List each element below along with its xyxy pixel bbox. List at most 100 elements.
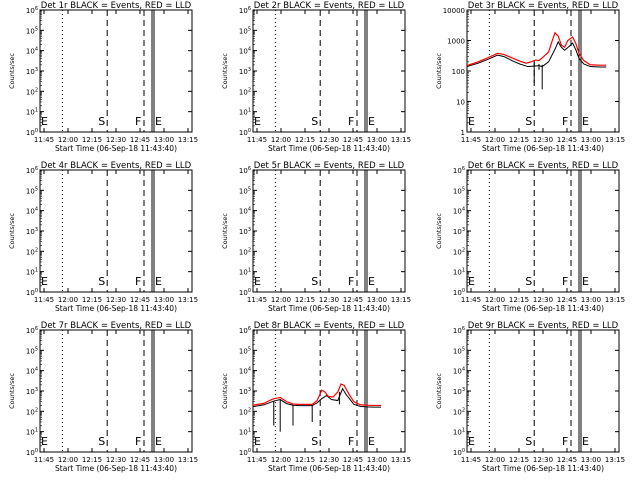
y-axis-label: Counts/sec: [221, 53, 229, 89]
x-tick-label: 11:45: [34, 296, 54, 304]
marker-label: E: [582, 435, 589, 448]
panel-det-8: Det 8r BLACK = Events, RED = LLD 100 101 10…: [221, 321, 411, 473]
x-tick-label: 13:15: [178, 296, 198, 304]
x-tick-label: 12:00: [58, 456, 78, 464]
x-tick-label: 12:15: [82, 456, 102, 464]
marker-label: F: [348, 435, 354, 448]
y-tick-label: 100: [452, 68, 465, 76]
x-axis-label: Start Time (06-Sep-18 11:43:40): [482, 304, 604, 313]
x-tick-label: 13:15: [605, 456, 625, 464]
y-tick-label: 101: [239, 428, 251, 437]
y-tick-label: 102: [26, 87, 38, 96]
x-tick-label: 12:00: [485, 296, 505, 304]
y-tick-label: 104: [26, 207, 38, 216]
marker-label: S: [98, 275, 105, 288]
x-tick-label: 12:30: [533, 136, 553, 144]
x-tick-label: 12:00: [58, 136, 78, 144]
marker-label: F: [562, 115, 568, 128]
panel-title: Det 6r BLACK = Events, RED = LLD: [468, 161, 619, 171]
panel-det-7: Det 7r BLACK = Events, RED = LLD 100 101 10…: [8, 321, 198, 473]
x-tick-label: 13:00: [154, 456, 174, 464]
y-tick-label: 106: [239, 326, 251, 335]
x-tick-label: 11:45: [461, 456, 481, 464]
marker-label: S: [525, 115, 532, 128]
marker-label: E: [582, 275, 589, 288]
y-tick-label: 103: [453, 227, 465, 236]
x-tick-label: 12:00: [271, 136, 291, 144]
y-tick-label: 1000: [447, 38, 465, 46]
x-tick-label: 12:45: [343, 136, 363, 144]
marker-label: E: [368, 435, 375, 448]
x-tick-label: 13:15: [178, 136, 198, 144]
y-tick-label: 106: [239, 6, 251, 15]
y-tick-label: 100: [239, 128, 251, 137]
y-tick-label: 1: [461, 129, 465, 137]
y-tick-label: 103: [26, 227, 38, 236]
y-tick-label: 103: [239, 67, 251, 76]
y-tick-label: 106: [26, 326, 38, 335]
x-tick-label: 12:45: [343, 456, 363, 464]
marker-label: E: [468, 435, 475, 448]
y-tick-label: 100: [239, 288, 251, 297]
x-tick-label: 13:15: [391, 296, 411, 304]
marker-label: E: [254, 115, 261, 128]
x-tick-label: 13:00: [154, 136, 174, 144]
series-lld-line: [466, 31, 607, 67]
x-tick-label: 12:45: [130, 456, 150, 464]
y-tick-label: 104: [26, 47, 38, 56]
y-axis-label: Counts/sec: [221, 213, 229, 249]
x-tick-label: 12:30: [319, 296, 339, 304]
marker-label: S: [525, 435, 532, 448]
y-tick-label: 105: [26, 346, 38, 355]
x-tick-label: 11:45: [247, 136, 267, 144]
y-tick-label: 100: [453, 448, 465, 457]
marker-label: S: [311, 275, 318, 288]
marker-label: E: [155, 435, 162, 448]
x-tick-label: 13:00: [581, 456, 601, 464]
y-tick-label: 100: [26, 288, 38, 297]
x-tick-label: 13:00: [581, 136, 601, 144]
x-tick-label: 13:00: [367, 296, 387, 304]
y-tick-label: 105: [453, 346, 465, 355]
x-tick-label: 12:30: [106, 296, 126, 304]
y-axis-label: Counts/sec: [435, 53, 443, 89]
y-tick-label: 102: [239, 87, 251, 96]
series-events-line: [252, 387, 381, 408]
panel-title: Det 5r BLACK = Events, RED = LLD: [254, 161, 405, 171]
y-tick-label: 10000: [443, 7, 465, 15]
y-axis-label: Counts/sec: [221, 373, 229, 409]
x-axis-label: Start Time (06-Sep-18 11:43:40): [482, 464, 604, 473]
y-tick-label: 101: [26, 428, 38, 437]
marker-label: E: [41, 275, 48, 288]
y-axis-label: Counts/sec: [8, 373, 16, 409]
panel-title: Det 8r BLACK = Events, RED = LLD: [254, 321, 405, 331]
y-tick-label: 105: [239, 346, 251, 355]
y-tick-label: 106: [239, 166, 251, 175]
x-tick-label: 13:15: [391, 136, 411, 144]
x-tick-label: 11:45: [34, 136, 54, 144]
marker-label: F: [135, 275, 141, 288]
x-tick-label: 12:30: [533, 296, 553, 304]
x-tick-label: 12:00: [485, 136, 505, 144]
panel-title: Det 1r BLACK = Events, RED = LLD: [41, 1, 192, 11]
x-tick-label: 13:00: [581, 296, 601, 304]
x-tick-label: 12:30: [106, 136, 126, 144]
marker-label: E: [41, 435, 48, 448]
x-tick-label: 12:45: [130, 296, 150, 304]
x-tick-label: 13:15: [605, 296, 625, 304]
y-tick-label: 105: [239, 186, 251, 195]
x-tick-label: 12:30: [106, 456, 126, 464]
panel-title: Det 9r BLACK = Events, RED = LLD: [468, 321, 619, 331]
y-tick-label: 105: [26, 26, 38, 35]
marker-label: F: [348, 275, 354, 288]
panel-det-1: Det 1r BLACK = Events, RED = LLD 100 101 10…: [8, 1, 198, 153]
x-tick-label: 12:30: [533, 456, 553, 464]
y-tick-label: 100: [26, 128, 38, 137]
y-tick-label: 103: [239, 387, 251, 396]
marker-label: S: [311, 115, 318, 128]
x-axis-label: Start Time (06-Sep-18 11:43:40): [55, 464, 177, 473]
marker-label: F: [135, 435, 141, 448]
y-tick-label: 104: [239, 207, 251, 216]
x-tick-label: 13:00: [154, 296, 174, 304]
panel-det-3: Det 3r BLACK = Events, RED = LLD 1 10 100 10…: [435, 1, 625, 153]
